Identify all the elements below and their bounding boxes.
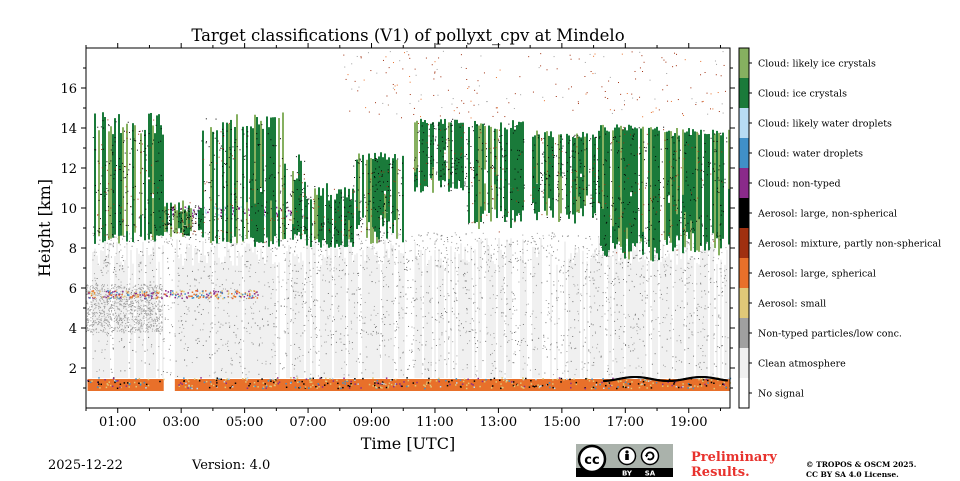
by-label: BY <box>622 470 633 478</box>
colorbar-swatch <box>739 318 749 348</box>
preliminary-results-note: Preliminary Results. <box>691 450 777 480</box>
y-tick-label: 8 <box>69 242 77 257</box>
colorbar-swatch <box>739 168 749 198</box>
colorbar-label: Cloud: likely water droplets <box>758 119 892 130</box>
clean-atmosphere-region <box>92 228 728 378</box>
colorbar-swatch <box>739 198 749 228</box>
x-tick-label: 01:00 <box>99 415 136 430</box>
y-tick-label: 16 <box>60 82 77 97</box>
y-tick-label: 12 <box>60 162 77 177</box>
colorbar-label: No signal <box>758 389 804 400</box>
copyright-line-2: CC BY SA 4.0 License. <box>806 470 916 480</box>
colorbar-label: Cloud: non-typed <box>758 179 841 190</box>
colorbar-swatch <box>739 108 749 138</box>
colorbar-label: Non-typed particles/low conc. <box>758 329 902 340</box>
x-tick-label: 09:00 <box>353 415 390 430</box>
colorbar-label: Clean atmosphere <box>758 359 846 370</box>
colorbar-label: Aerosol: small <box>757 299 826 310</box>
x-tick-label: 05:00 <box>226 415 263 430</box>
colorbar-swatch <box>739 138 749 168</box>
x-tick-label: 15:00 <box>543 415 580 430</box>
colorbar-label: Aerosol: large, spherical <box>757 269 876 280</box>
sa-label: SA <box>645 470 656 478</box>
y-axis-label: Height [km] <box>35 179 54 277</box>
colorbar-label: Cloud: likely ice crystals <box>758 59 876 70</box>
copyright-line-1: © TROPOS & OSCM 2025. <box>806 460 916 470</box>
colorbar-swatch <box>739 288 749 318</box>
x-tick-label: 07:00 <box>289 415 326 430</box>
x-tick-label: 19:00 <box>670 415 707 430</box>
colorbar-swatch <box>739 348 749 378</box>
colorbar-label: Aerosol: mixture, partly non-spherical <box>757 239 941 250</box>
y-tick-label: 6 <box>69 282 77 297</box>
cc-logo-text: cc <box>584 453 599 468</box>
colorbar-label: Aerosol: large, non-spherical <box>757 209 897 220</box>
x-axis-label: Time [UTC] <box>361 434 455 453</box>
x-tick-label: 17:00 <box>607 415 644 430</box>
colorbar-label: Cloud: water droplets <box>758 149 863 160</box>
colorbar-swatch <box>739 258 749 288</box>
footer-date: 2025-12-22 <box>48 458 123 473</box>
colorbar-swatch <box>739 78 749 108</box>
plot-area <box>86 48 731 408</box>
colorbar-label: Cloud: ice crystals <box>758 89 847 100</box>
x-tick-label: 11:00 <box>416 415 453 430</box>
share-alike-icon <box>642 448 659 465</box>
x-tick-label: 13:00 <box>480 415 517 430</box>
chart-title: Target classifications (V1) of pollyxt_c… <box>191 26 624 45</box>
colorbar-swatch <box>739 228 749 258</box>
y-tick-label: 14 <box>60 122 77 137</box>
colorbar-swatch <box>739 48 749 78</box>
colorbar-legend: No signal Clean atmosphere Non-typed parti… <box>739 48 941 408</box>
y-tick-label: 2 <box>69 362 77 377</box>
preliminary-line-2: Results. <box>691 465 777 480</box>
copyright-note: © TROPOS & OSCM 2025. CC BY SA 4.0 Licen… <box>806 460 916 480</box>
footer-version: Version: 4.0 <box>192 458 270 473</box>
x-tick-label: 03:00 <box>162 415 199 430</box>
y-tick-label: 4 <box>69 322 77 337</box>
y-tick-label: 10 <box>60 202 77 217</box>
cc-license-badge: cc BY SA <box>576 444 673 477</box>
colorbar-swatch <box>739 378 749 408</box>
preliminary-line-1: Preliminary <box>691 450 777 465</box>
